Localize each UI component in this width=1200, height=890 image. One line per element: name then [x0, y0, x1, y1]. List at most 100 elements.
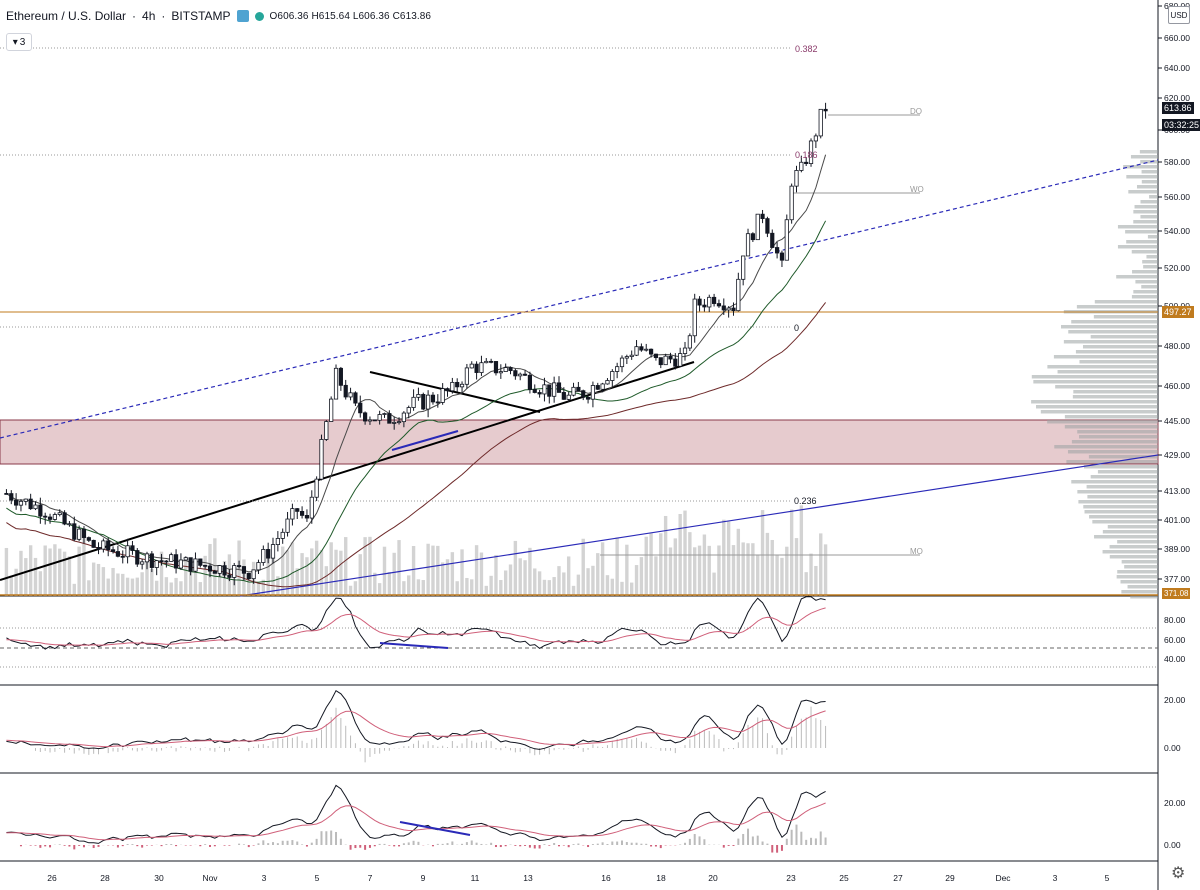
- candle: [610, 371, 615, 381]
- candle: [648, 348, 654, 355]
- candle: [600, 383, 605, 390]
- macd2-histogram-bar: [431, 845, 434, 847]
- macd2-histogram-bar: [514, 845, 517, 846]
- volume-bar: [470, 579, 474, 596]
- time-axis-label: 9: [421, 873, 426, 883]
- volume-bar: [213, 538, 217, 596]
- macd2-histogram-bar: [528, 845, 531, 848]
- volume-profile-bar: [1031, 400, 1158, 404]
- descending-trendline: [369, 371, 541, 413]
- macd2-histogram-bar: [378, 843, 381, 845]
- volume-bar: [537, 571, 542, 596]
- macd2-histogram-bar: [567, 845, 570, 848]
- candle: [154, 560, 159, 568]
- volume-profile-bar: [1116, 275, 1158, 279]
- volume-bar: [4, 547, 9, 596]
- candle: [67, 523, 72, 526]
- indicators-collapse-button[interactable]: ▾ 3: [6, 33, 32, 51]
- volume-profile-bar: [1097, 470, 1158, 474]
- macd2-histogram-bar: [533, 845, 536, 849]
- candle: [52, 514, 57, 520]
- settings-gear-icon[interactable]: ⚙: [1171, 865, 1186, 882]
- volume-profile-bar: [1117, 245, 1158, 249]
- volume-bar: [736, 528, 741, 596]
- fib-label-0382: 0.382: [795, 44, 818, 54]
- volume-bar: [523, 560, 527, 596]
- volume-bar: [639, 557, 644, 596]
- volume-bar: [455, 581, 459, 596]
- volume-bar: [159, 551, 164, 596]
- volume-bar: [111, 567, 115, 596]
- volume-bar: [634, 565, 639, 596]
- macd2-histogram-bar: [170, 844, 173, 845]
- volume-bar: [416, 579, 421, 596]
- currency-button[interactable]: USD: [1168, 6, 1190, 24]
- volume-bar: [72, 583, 76, 596]
- volume-bar: [135, 577, 139, 596]
- macd2-histogram-bar: [145, 845, 148, 846]
- macd2-histogram-bar: [659, 845, 662, 849]
- volume-bar: [503, 570, 508, 596]
- volume-bar: [33, 557, 38, 596]
- candle: [770, 232, 775, 248]
- candle: [711, 296, 717, 304]
- volume-profile-bar: [1079, 435, 1158, 439]
- candle: [295, 508, 300, 512]
- volume-profile-bar: [1053, 355, 1158, 359]
- macd2-histogram-bar: [126, 844, 129, 845]
- volume-profile-bar: [1088, 455, 1158, 459]
- interval-label[interactable]: 4h: [142, 9, 156, 23]
- volume-bar: [121, 573, 125, 596]
- macd2-histogram-bar: [805, 839, 808, 845]
- symbol-title[interactable]: Ethereum / U.S. Dollar: [6, 9, 127, 23]
- macd2-histogram-bar: [650, 845, 653, 847]
- eye-icon[interactable]: [236, 10, 249, 22]
- volume-bar: [746, 543, 750, 596]
- candle: [784, 219, 789, 261]
- volume-profile-bar: [1077, 490, 1158, 494]
- candle: [605, 380, 610, 385]
- macd2-histogram-bar: [286, 840, 289, 845]
- candle: [18, 500, 24, 506]
- candle: [406, 407, 411, 414]
- candle: [96, 547, 101, 550]
- volume-bar: [174, 577, 178, 596]
- candle: [479, 362, 484, 373]
- volume-bar: [756, 555, 760, 596]
- volume-bar: [67, 556, 72, 596]
- volume-bar: [334, 549, 338, 596]
- separator: ·: [132, 9, 137, 23]
- macd2-histogram-bar: [247, 845, 250, 848]
- macd2-histogram-bar: [577, 843, 580, 845]
- volume-profile-bar: [1087, 495, 1158, 499]
- candle: [576, 386, 581, 392]
- volume-bar: [397, 540, 401, 596]
- macd2-histogram-bar: [436, 843, 439, 845]
- volume-bar: [799, 505, 804, 596]
- volume-bar: [217, 565, 222, 596]
- candle: [23, 498, 28, 502]
- volume-bar: [353, 581, 358, 596]
- candle: [377, 414, 382, 421]
- macd2-histogram-bar: [621, 840, 623, 845]
- volume-bar: [576, 574, 581, 596]
- candle: [435, 401, 440, 404]
- candle: [687, 335, 692, 349]
- price-axis-label: 520.00: [1164, 263, 1190, 273]
- fib-label-0: 0: [794, 323, 799, 333]
- volume-bar: [785, 546, 789, 596]
- macd2-histogram-bar: [291, 840, 294, 845]
- volume-bar: [775, 555, 779, 596]
- volume-bar: [445, 559, 450, 596]
- volume-bar: [596, 553, 600, 596]
- volume-profile-bar: [1102, 530, 1158, 534]
- macd2-histogram-bar: [160, 845, 163, 847]
- volume-profile-bar: [1040, 410, 1158, 414]
- volume-profile-bar: [1117, 570, 1158, 574]
- price-axis-label: 620.00: [1164, 93, 1190, 103]
- volume-bar: [87, 580, 91, 596]
- candle: [232, 565, 237, 578]
- candle: [333, 367, 339, 400]
- candle: [566, 394, 571, 400]
